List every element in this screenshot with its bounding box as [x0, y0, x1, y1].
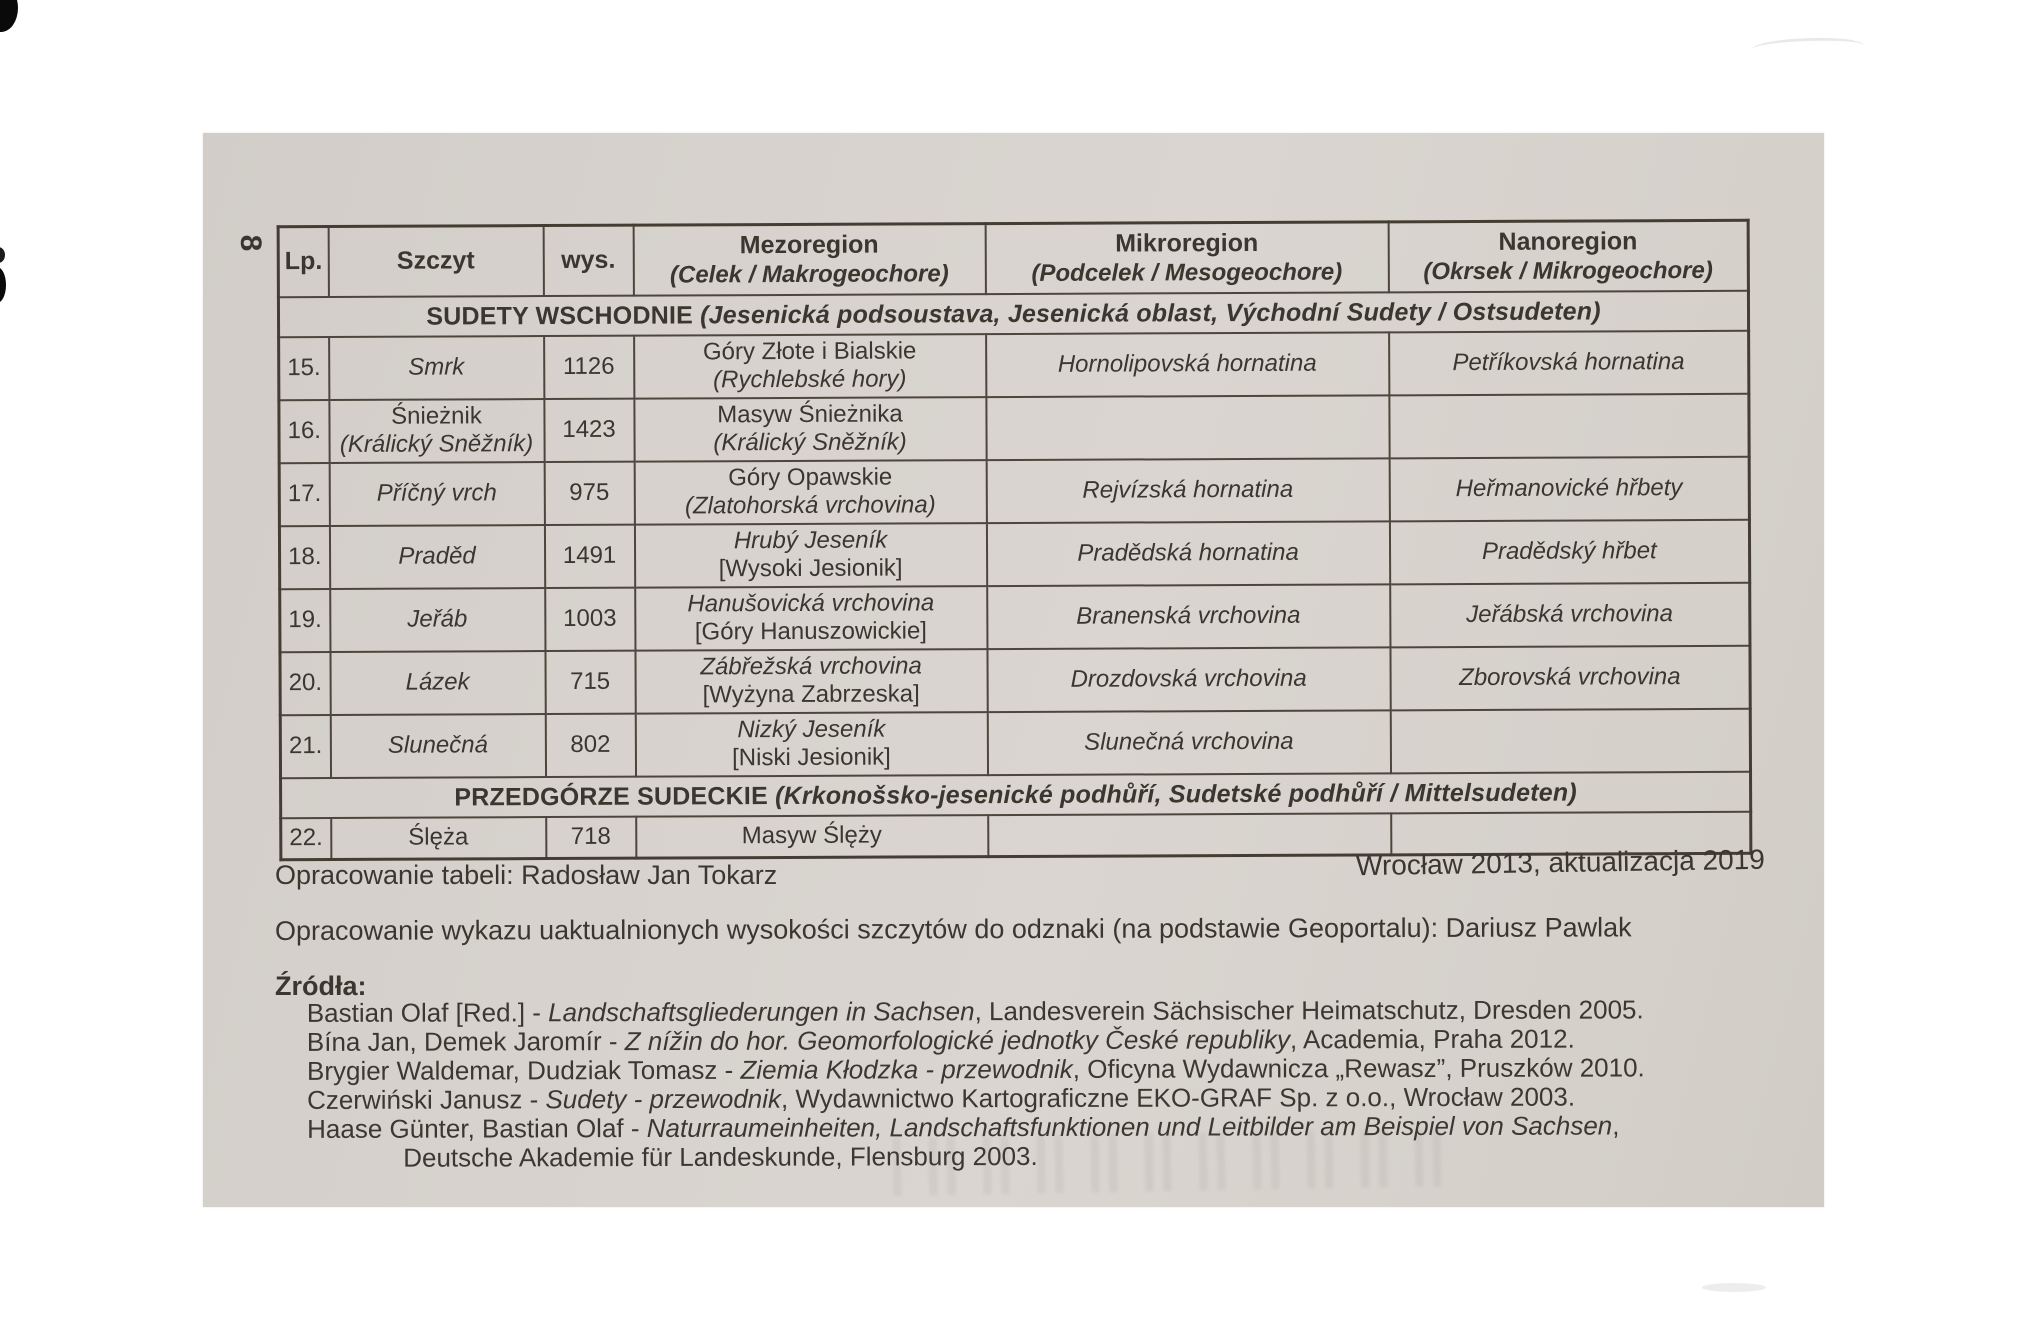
- cell-lp: 17.: [279, 462, 330, 526]
- scan-artifact-corner: [0, 0, 18, 32]
- regions-table: Lp. Szczyt wys. Mezoregion (Celek / Makrogeo…: [276, 218, 1753, 862]
- cell-szczyt: Praděd: [329, 524, 545, 589]
- column-header-mikroregion: Mikroregion (Podcelek / Mesogeochore): [985, 221, 1389, 294]
- page-number: 8: [234, 234, 267, 252]
- scan-artifact-smudge: [1702, 1283, 1766, 1292]
- cell-mikroregion: Slunečná vrchovina: [987, 709, 1391, 775]
- cell-mikroregion: Rejvízská hornatina: [986, 457, 1390, 523]
- cell-nanoregion: Heřmanovické hřbety: [1389, 456, 1750, 521]
- cell-wys: 1491: [544, 524, 635, 588]
- cell-mezoregion: Zábřežská vrchovina [Wyżyna Zabrzeska]: [634, 648, 988, 714]
- cell-mikroregion: Branenská vrchovina: [986, 583, 1390, 649]
- cell-mikroregion: [985, 394, 1390, 460]
- cell-nanoregion: Pradědský hřbet: [1389, 519, 1750, 584]
- table-header-row: Lp. Szczyt wys. Mezoregion (Celek / Makrogeo…: [278, 220, 1749, 297]
- cell-nanoregion: Petříkovská hornatina: [1388, 330, 1749, 395]
- cell-nanoregion: [1388, 393, 1750, 458]
- scan-artifact-edge: [0, 247, 5, 263]
- cell-wys: 1003: [544, 587, 635, 651]
- cell-nanoregion: Jeřábská vrchovina: [1389, 582, 1750, 647]
- cell-wys: 1423: [543, 398, 635, 462]
- section-header-row: PRZEDGÓRZE SUDECKIE (Krkonošsko-jesenick…: [280, 771, 1751, 818]
- cell-szczyt: Příčný vrch: [329, 461, 545, 526]
- cell-lp: 19.: [279, 588, 330, 652]
- cell-wys: 715: [544, 650, 636, 714]
- cell-lp: 20.: [279, 651, 331, 715]
- section-header-row: SUDETY WSCHODNIE (Jesenická podsoustava,…: [278, 290, 1749, 337]
- bleedthrough-artifact: [892, 1128, 1454, 1196]
- cell-szczyt: Smrk: [328, 335, 544, 400]
- cell-szczyt: Śnieżnik (Králický Sněžník): [328, 398, 545, 463]
- table-row: 15. Smrk 1126 Góry Złote i Bialskie (Rychleb…: [278, 330, 1749, 400]
- cell-wys: 802: [545, 713, 636, 777]
- cell-mezoregion: Góry Opawskie (Zlatohorská vrchovina): [634, 459, 987, 525]
- cell-szczyt: Jeřáb: [329, 587, 545, 652]
- cell-mikroregion: Hornolipovská hornatina: [985, 331, 1389, 397]
- table-row: 16. Śnieżnik (Králický Sněžník) 1423 Masyw Ś…: [278, 393, 1750, 463]
- table-row: 18. Praděd 1491 Hrubý Jeseník [Wysoki Jesion…: [279, 519, 1750, 589]
- cell-szczyt: Ślęża: [330, 816, 546, 860]
- table-header: Lp. Szczyt wys. Mezoregion (Celek / Makrogeo…: [278, 220, 1749, 297]
- cell-mezoregion: Nizký Jeseník [Niski Jesionik]: [635, 711, 988, 777]
- cell-wys: 1126: [543, 335, 634, 399]
- cell-lp: 21.: [280, 714, 331, 778]
- cell-szczyt: Lázek: [329, 650, 546, 715]
- cell-mezoregion: Hanušovická vrchovina [Góry Hanuszowickie…: [634, 585, 987, 651]
- cell-lp: 22.: [280, 817, 331, 860]
- edition-note: Wrocław 2013, aktualizacja 2019: [1355, 843, 1766, 882]
- cell-lp: 18.: [279, 525, 330, 589]
- cell-mikroregion: Pradědská hornatina: [986, 520, 1390, 586]
- cell-lp: 16.: [278, 399, 330, 463]
- section-title: SUDETY WSCHODNIE (Jesenická podsoustava,…: [278, 290, 1749, 337]
- table-row: 19. Jeřáb 1003 Hanušovická vrchovina [Góry H…: [279, 582, 1750, 652]
- table-row: 21. Slunečná 802 Nizký Jeseník [Niski Jesion…: [280, 708, 1751, 778]
- sources-label: Źródła:: [275, 971, 367, 1001]
- section-title: PRZEDGÓRZE SUDECKIE (Krkonošsko-jesenick…: [280, 771, 1751, 818]
- column-header-wys: wys.: [543, 225, 634, 296]
- column-header-mezoregion: Mezoregion (Celek / Makrogeochore): [633, 223, 986, 296]
- cell-mikroregion: Drozdovská vrchovina: [986, 646, 1391, 712]
- cell-nanoregion: [1390, 708, 1751, 773]
- table-credit: Opracowanie tabeli: Radosław Jan Tokarz: [275, 860, 778, 890]
- table-body: SUDETY WSCHODNIE (Jesenická podsoustava,…: [278, 290, 1751, 860]
- scan-artifact-arc: [1751, 36, 1865, 59]
- column-header-szczyt: Szczyt: [328, 225, 544, 297]
- cell-lp: 15.: [278, 336, 329, 400]
- scan-artifact-edge: [0, 267, 6, 303]
- cell-mezoregion: Góry Złote i Bialskie (Rychlebské hory): [633, 333, 986, 399]
- cell-mezoregion: Masyw Ślęży: [635, 814, 988, 859]
- column-header-lp: Lp.: [278, 226, 329, 297]
- cell-nanoregion: Zborovská vrchovina: [1389, 645, 1751, 710]
- cell-mikroregion: [987, 812, 1391, 857]
- cell-wys: 718: [545, 816, 636, 859]
- table-row: 20. Lázek 715 Zábřežská vrchovina [Wyżyna Za…: [279, 645, 1751, 715]
- cell-wys: 975: [544, 461, 635, 525]
- table-row: 17. Příčný vrch 975 Góry Opawskie (Zlatohors…: [279, 456, 1750, 526]
- cell-mezoregion: Hrubý Jeseník [Wysoki Jesionik]: [634, 522, 987, 588]
- cell-szczyt: Slunečná: [330, 713, 546, 778]
- document-page: 8 Lp. Szczyt wys. Mezoregion (Celek / Makrog…: [203, 133, 1824, 1207]
- cell-mezoregion: Masyw Śnieżnika (Králický Sněžník): [633, 396, 987, 462]
- column-header-nanoregion: Nanoregion (Okrsek / Mikrogeochore): [1388, 220, 1749, 292]
- update-credit: Opracowanie wykazu uaktualnionych wysoko…: [274, 912, 1632, 946]
- credits-row: Opracowanie tabeli: Radosław Jan Tokarz …: [275, 844, 1765, 891]
